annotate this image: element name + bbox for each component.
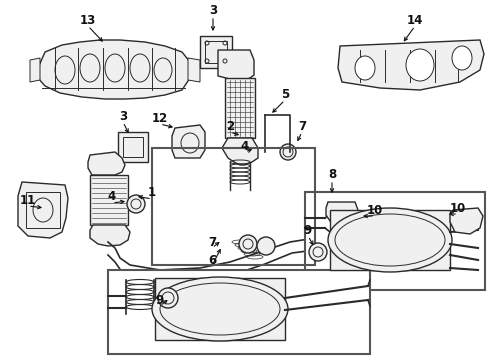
Bar: [329, 210, 449, 270]
Text: 7: 7: [297, 120, 305, 132]
Text: 9: 9: [156, 293, 164, 306]
Text: 11: 11: [20, 194, 36, 207]
Bar: [108, 270, 369, 354]
Ellipse shape: [451, 46, 471, 70]
Bar: [118, 132, 148, 162]
Text: 14: 14: [406, 13, 422, 27]
Polygon shape: [325, 202, 357, 225]
Ellipse shape: [280, 144, 295, 160]
Bar: [123, 137, 142, 157]
Bar: [90, 175, 128, 225]
Text: 12: 12: [152, 112, 168, 125]
Polygon shape: [172, 125, 204, 158]
Ellipse shape: [257, 237, 274, 255]
Bar: [200, 36, 231, 68]
Bar: [152, 148, 314, 265]
Text: 9: 9: [303, 224, 311, 237]
Ellipse shape: [354, 56, 374, 80]
Text: 1: 1: [148, 186, 156, 199]
Ellipse shape: [405, 49, 433, 81]
Polygon shape: [187, 58, 200, 82]
Polygon shape: [222, 138, 258, 165]
Bar: [26, 192, 60, 228]
Text: 4: 4: [108, 190, 116, 203]
Ellipse shape: [327, 208, 451, 272]
Ellipse shape: [158, 288, 178, 308]
Bar: [204, 41, 226, 63]
Text: 3: 3: [208, 4, 217, 17]
Polygon shape: [90, 225, 130, 246]
Text: 10: 10: [366, 203, 382, 216]
Text: 8: 8: [327, 167, 335, 180]
Text: 4: 4: [241, 139, 248, 153]
Text: 5: 5: [280, 87, 288, 100]
Polygon shape: [18, 182, 68, 238]
Ellipse shape: [308, 243, 326, 261]
Text: 2: 2: [225, 120, 234, 132]
Polygon shape: [449, 208, 482, 234]
Text: 6: 6: [207, 253, 216, 266]
Polygon shape: [218, 50, 253, 80]
Polygon shape: [38, 40, 190, 99]
Text: 13: 13: [80, 13, 96, 27]
Polygon shape: [88, 152, 125, 175]
Ellipse shape: [152, 277, 287, 341]
Ellipse shape: [239, 235, 257, 253]
Bar: [224, 78, 254, 138]
Bar: [305, 192, 484, 290]
Polygon shape: [30, 58, 40, 82]
Text: 10: 10: [449, 202, 465, 215]
Text: 7: 7: [207, 235, 216, 248]
Text: 3: 3: [119, 109, 127, 122]
Ellipse shape: [127, 195, 145, 213]
Bar: [155, 278, 285, 340]
Polygon shape: [337, 40, 483, 90]
